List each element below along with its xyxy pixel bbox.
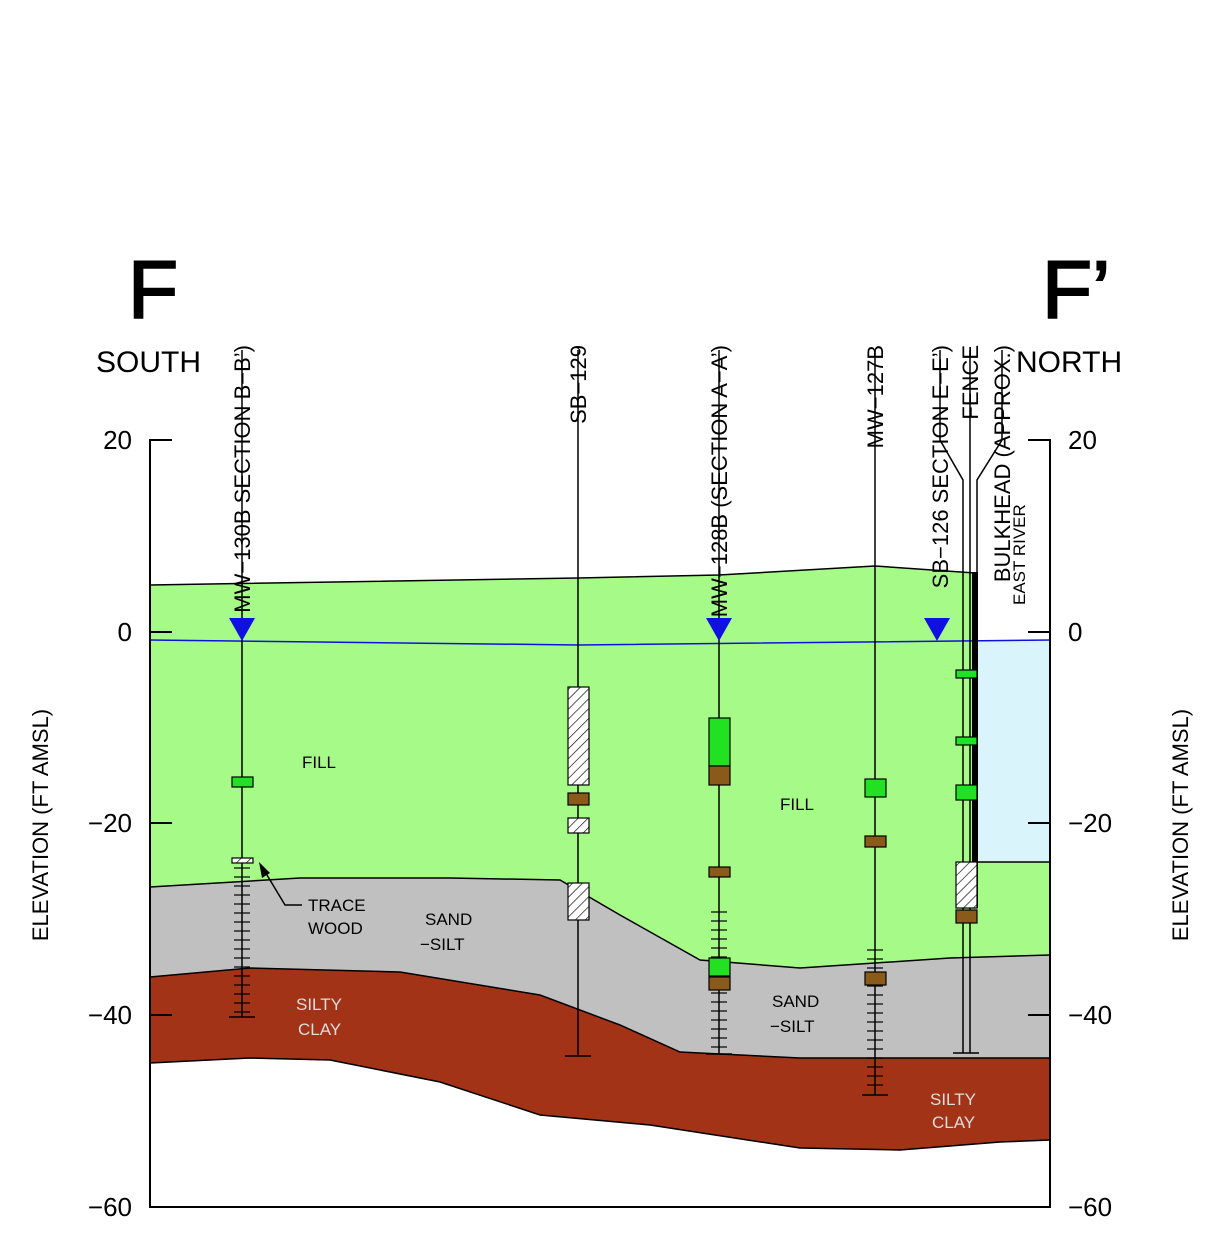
sample xyxy=(955,669,978,679)
frame xyxy=(149,439,1051,1208)
layer-label: FILL xyxy=(302,753,336,772)
tick-label: −60 xyxy=(1068,1192,1112,1222)
sample xyxy=(955,861,978,909)
tick-label: −20 xyxy=(1068,808,1112,838)
north: NORTH xyxy=(1016,346,1122,379)
sample xyxy=(864,778,887,798)
south: SOUTH xyxy=(96,346,201,379)
layer-label: SAND xyxy=(425,910,472,929)
tick-label: −40 xyxy=(1068,1000,1112,1030)
boring-label: MW−127B xyxy=(863,345,888,448)
sample xyxy=(708,976,731,991)
layer-label: CLAY xyxy=(932,1113,975,1132)
boring-line xyxy=(939,350,964,1053)
sample xyxy=(955,909,978,924)
sample xyxy=(708,765,731,786)
boring-label: BULKHEAD (APPROX.) xyxy=(990,345,1015,582)
tick-label: −60 xyxy=(88,1192,132,1222)
clay-layer xyxy=(150,968,1050,1150)
tick-label: 20 xyxy=(1068,425,1097,455)
sample xyxy=(708,866,731,878)
sample xyxy=(567,686,590,786)
boring-label: SB−129 xyxy=(566,345,591,424)
river xyxy=(975,640,1050,862)
tick-label: 0 xyxy=(1068,617,1082,647)
sample xyxy=(567,817,590,834)
layer-label: SILTY xyxy=(296,995,342,1014)
boring-label: FENCE xyxy=(958,345,983,420)
boring-line xyxy=(976,350,1003,572)
sample xyxy=(708,957,731,977)
left-letter: F xyxy=(128,245,178,336)
water-level xyxy=(229,618,255,641)
axis-label: ELEVATION (FT AMSL) xyxy=(28,709,53,941)
sample xyxy=(231,857,254,864)
boring-label: MW−128B (SECTION A−A’) xyxy=(707,345,732,617)
right-letter: F’ xyxy=(1042,245,1110,336)
sample xyxy=(708,717,731,767)
layer-label: WOOD xyxy=(308,919,363,938)
sample xyxy=(864,835,887,848)
fill-layer xyxy=(150,566,1050,968)
sample xyxy=(231,776,254,788)
boring-label: SB−126 SECTION E−E’) xyxy=(928,345,953,588)
sample xyxy=(567,882,590,921)
tick-label: −40 xyxy=(88,1000,132,1030)
sample xyxy=(955,784,978,801)
layer-label: EAST RIVER xyxy=(1010,504,1029,605)
layer-label: CLAY xyxy=(298,1020,341,1039)
layer-label: SAND xyxy=(772,992,819,1011)
sample xyxy=(955,736,978,746)
boring-label: MW−130B SECTION B−B’) xyxy=(230,345,255,613)
layer-label: FILL xyxy=(780,795,814,814)
sand-layer xyxy=(150,878,1050,1058)
layer-label: SILTY xyxy=(930,1090,976,1109)
water-level xyxy=(924,618,950,641)
sample xyxy=(864,971,887,986)
leader xyxy=(263,869,302,906)
layer-label: −SILT xyxy=(770,1017,815,1036)
arrowhead xyxy=(259,862,270,878)
layer-label: TRACE xyxy=(308,896,366,915)
tick-label: 20 xyxy=(103,425,132,455)
layer-label: −SILT xyxy=(420,935,465,954)
sample xyxy=(567,792,590,806)
tick-label: −20 xyxy=(88,808,132,838)
tick-label: 0 xyxy=(118,617,132,647)
water-level xyxy=(706,618,732,641)
axis-label: ELEVATION (FT AMSL) xyxy=(1168,709,1193,941)
